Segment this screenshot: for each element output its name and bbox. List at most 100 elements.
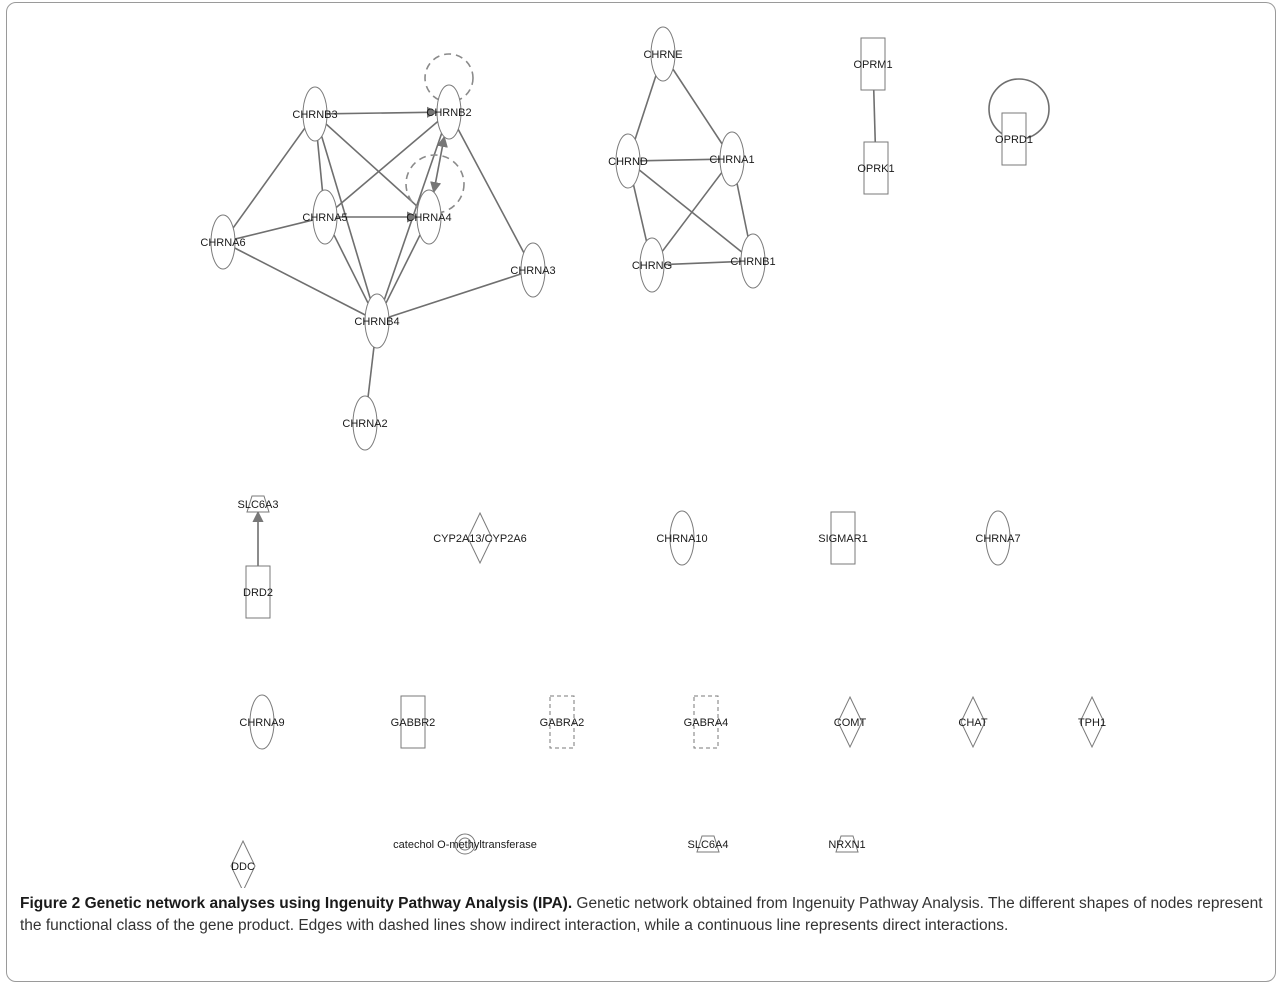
node-chrnb2[interactable]: CHRNB2 bbox=[426, 84, 472, 140]
edge-chrnb2-chrna3 bbox=[457, 128, 525, 254]
node-chrna3[interactable]: CHRNA3 bbox=[510, 242, 556, 298]
node-label: CHRNB3 bbox=[292, 109, 337, 121]
figure-caption: Figure 2 Genetic network analyses using … bbox=[20, 893, 1270, 937]
node-label: COMT bbox=[834, 717, 867, 729]
node-shape bbox=[312, 189, 338, 245]
edge-chrnb4-chrna2 bbox=[367, 347, 375, 397]
node-chrna7[interactable]: CHRNA7 bbox=[975, 510, 1021, 566]
node-label: CHRNA5 bbox=[302, 212, 347, 224]
node-shape bbox=[740, 233, 766, 289]
node-chrna1[interactable]: CHRNA1 bbox=[709, 131, 755, 187]
node-shape bbox=[364, 293, 390, 349]
node-shape bbox=[302, 86, 328, 142]
node-label: CHRNA4 bbox=[406, 212, 451, 224]
node-label: NRXN1 bbox=[828, 839, 865, 851]
node-chrna10[interactable]: CHRNA10 bbox=[656, 510, 708, 566]
node-cyp2a13[interactable]: CYP2A13/CYP2A6 bbox=[433, 511, 527, 565]
node-label: GABRA4 bbox=[684, 717, 729, 729]
edge-chrnb3-chrna5 bbox=[316, 140, 324, 191]
node-shape bbox=[436, 84, 462, 140]
node-shape bbox=[960, 695, 986, 749]
node-label: SLC6A4 bbox=[688, 839, 729, 851]
node-shape bbox=[245, 565, 271, 619]
node-chrna5[interactable]: CHRNA5 bbox=[302, 189, 348, 245]
node-shape bbox=[835, 835, 859, 853]
edge-chrnd-chrna1 bbox=[639, 158, 721, 162]
node-label: CHRNA3 bbox=[510, 265, 555, 277]
node-chrna4[interactable]: CHRNA4 bbox=[406, 189, 452, 245]
node-shape bbox=[249, 694, 275, 750]
self-loop-chrna4 bbox=[405, 154, 465, 214]
edge-chrng-chrnb1 bbox=[663, 260, 742, 266]
edge-chrnb3-chrna6 bbox=[232, 127, 306, 229]
edge-chrna1-chrng bbox=[661, 172, 723, 252]
node-chat[interactable]: CHAT bbox=[958, 695, 988, 749]
network-diagram: CHRNB3 CHRNB2 CHRNA5 CHRNA4 CHRNA6 CHRNA3 CHRN… bbox=[200, 26, 1106, 888]
node-ddc[interactable]: DDC bbox=[230, 839, 256, 888]
node-chrnb4[interactable]: CHRNB4 bbox=[354, 293, 400, 349]
node-chrnb1[interactable]: CHRNB1 bbox=[730, 233, 776, 289]
node-chrna6[interactable]: CHRNA6 bbox=[200, 214, 246, 270]
node-label: CHRNA2 bbox=[342, 418, 387, 430]
edge-chrnb2-chrna4 bbox=[430, 135, 448, 194]
node-gabbr2[interactable]: GABBR2 bbox=[391, 695, 436, 749]
node-label: CHRNA10 bbox=[656, 533, 707, 545]
node-label: CYP2A13/CYP2A6 bbox=[433, 533, 527, 545]
node-label: SLC6A3 bbox=[238, 499, 279, 511]
node-sigmar1[interactable]: SIGMAR1 bbox=[818, 511, 868, 565]
node-slc6a3[interactable]: SLC6A3 bbox=[238, 495, 279, 513]
node-shape bbox=[458, 837, 472, 851]
node-shape bbox=[650, 26, 676, 82]
node-label: DRD2 bbox=[243, 587, 273, 599]
edge-chrnb3-chrnb2 bbox=[326, 106, 439, 118]
node-label: CHRNA6 bbox=[200, 237, 245, 249]
node-shape bbox=[719, 131, 745, 187]
node-oprm1[interactable]: OPRM1 bbox=[853, 37, 893, 91]
node-shape bbox=[416, 189, 442, 245]
node-chrnd[interactable]: CHRND bbox=[608, 133, 648, 189]
node-gabra2[interactable]: GABRA2 bbox=[540, 695, 585, 749]
node-shape bbox=[696, 835, 720, 853]
node-drd2[interactable]: DRD2 bbox=[243, 565, 273, 619]
edge-oprm1-oprk1 bbox=[872, 89, 877, 143]
edge-chrna1-chrnb1 bbox=[736, 183, 749, 237]
edge-chrna5-chrnb4 bbox=[333, 234, 369, 304]
node-shape bbox=[985, 510, 1011, 566]
node-comt[interactable]: COMT bbox=[834, 695, 867, 749]
node-chrnb3[interactable]: CHRNB3 bbox=[292, 86, 338, 142]
node-shape bbox=[639, 237, 665, 293]
edge-chrna6-chrnb4 bbox=[234, 247, 366, 316]
edge-chrnb3-chrna4 bbox=[325, 123, 419, 208]
edge-chrna3-chrnb4 bbox=[388, 273, 522, 318]
caption-body: Genetic network obtained from Ingenuity … bbox=[20, 895, 1263, 934]
caption-title: Figure 2 Genetic network analyses using … bbox=[20, 895, 573, 912]
node-comt-chem[interactable]: catechol O-methyltransferase bbox=[393, 833, 537, 855]
edge-chrna5-chrna6 bbox=[234, 219, 314, 240]
node-shape bbox=[467, 511, 493, 565]
node-chrna9[interactable]: CHRNA9 bbox=[239, 694, 285, 750]
node-gabra4[interactable]: GABRA4 bbox=[684, 695, 729, 749]
node-label: OPRM1 bbox=[853, 59, 892, 71]
edges-layer bbox=[232, 68, 877, 566]
node-shape bbox=[549, 695, 575, 749]
node-label: OPRD1 bbox=[995, 134, 1033, 146]
node-oprk1[interactable]: OPRK1 bbox=[857, 141, 895, 195]
node-chrng[interactable]: CHRNG bbox=[632, 237, 672, 293]
edge-chrnd-chrng bbox=[632, 184, 648, 242]
node-shape bbox=[693, 695, 719, 749]
node-oprd1[interactable]: OPRD1 bbox=[995, 112, 1033, 166]
node-label: SIGMAR1 bbox=[818, 533, 868, 545]
node-label: CHRNA7 bbox=[975, 533, 1020, 545]
node-label: CHRNA1 bbox=[709, 154, 754, 166]
node-label: CHRNB1 bbox=[730, 256, 775, 268]
node-chrne[interactable]: CHRNE bbox=[643, 26, 683, 82]
node-tph1[interactable]: TPH1 bbox=[1078, 695, 1106, 749]
node-label: DDC bbox=[231, 861, 255, 873]
node-shape bbox=[830, 511, 856, 565]
node-chrna2[interactable]: CHRNA2 bbox=[342, 395, 388, 451]
node-nrxn1[interactable]: NRXN1 bbox=[828, 835, 866, 853]
node-shape bbox=[1001, 112, 1027, 166]
node-shape bbox=[863, 141, 889, 195]
node-slc6a4[interactable]: SLC6A4 bbox=[688, 835, 729, 853]
node-label: CHRNG bbox=[632, 260, 672, 272]
